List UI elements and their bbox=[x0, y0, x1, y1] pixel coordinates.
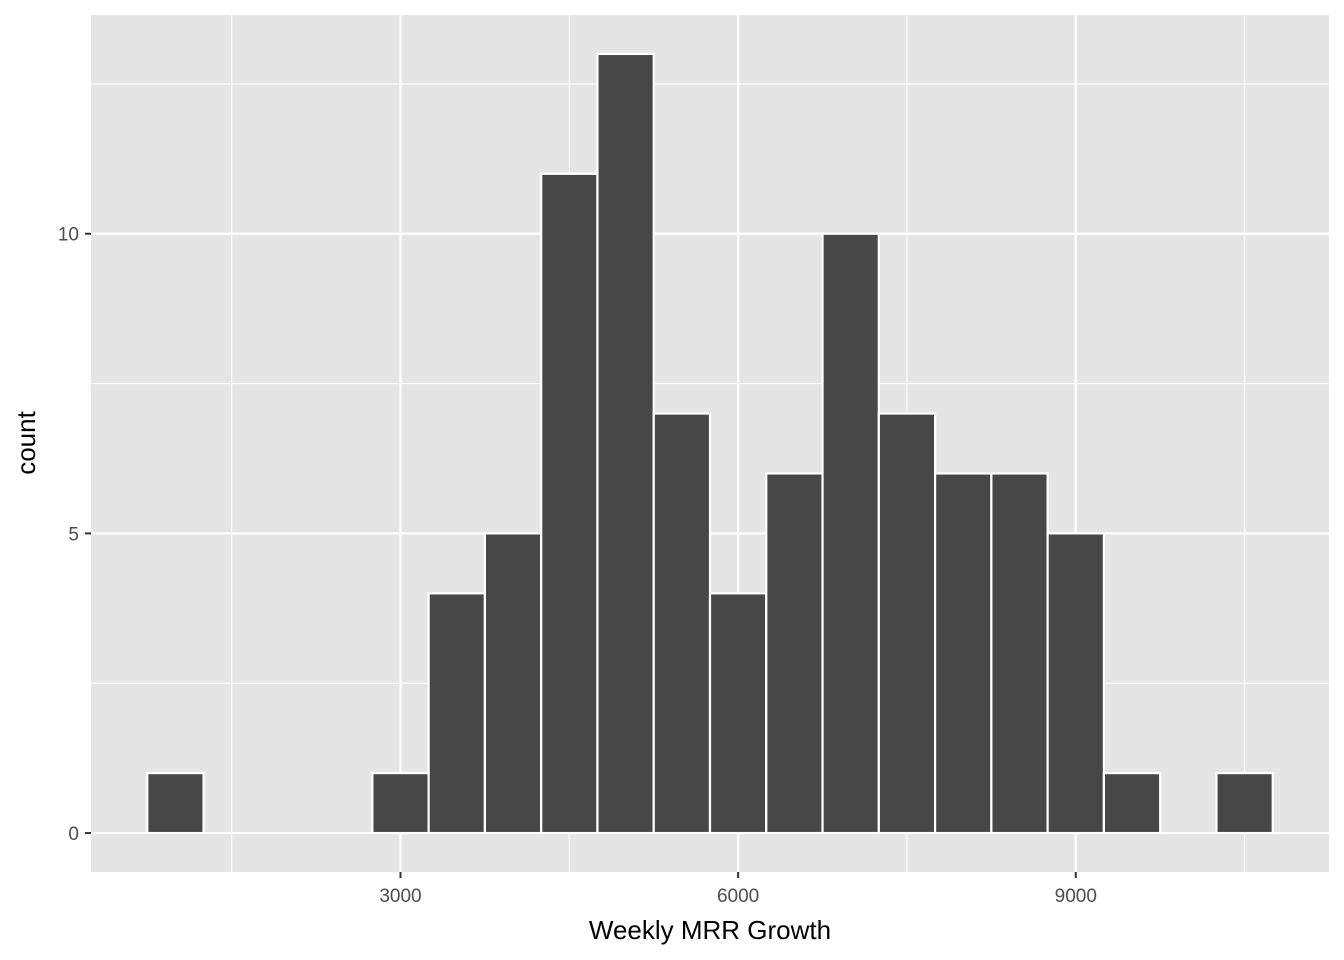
histogram-bar bbox=[596, 52, 655, 835]
histogram-bar bbox=[652, 412, 712, 835]
histogram-bar bbox=[765, 472, 824, 835]
histogram-bar bbox=[1215, 772, 1274, 835]
histogram-bar bbox=[990, 472, 1049, 835]
histogram-bar bbox=[1102, 772, 1162, 835]
y-tick-label: 5 bbox=[68, 524, 79, 545]
histogram-bar bbox=[371, 772, 430, 835]
histogram-bar bbox=[708, 592, 768, 835]
histogram-bar bbox=[146, 772, 205, 835]
x-tick-label: 3000 bbox=[379, 886, 421, 907]
y-tick-label: 0 bbox=[68, 824, 79, 845]
histogram-bar bbox=[540, 172, 599, 835]
y-tick-label: 10 bbox=[58, 225, 79, 246]
x-axis-title: Weekly MRR Growth bbox=[589, 915, 831, 945]
histogram-bar bbox=[427, 592, 487, 835]
x-tick-label: 9000 bbox=[1055, 886, 1097, 907]
x-axis-ticks: 3000 6000 9000 bbox=[379, 872, 1097, 907]
histogram-bar bbox=[1046, 532, 1106, 835]
histogram-bar bbox=[877, 412, 937, 835]
x-tick-label: 6000 bbox=[717, 886, 759, 907]
histogram-bar bbox=[933, 472, 993, 835]
y-axis-title: count bbox=[11, 410, 41, 474]
histogram-bar bbox=[483, 532, 543, 835]
histogram-bars bbox=[146, 52, 1274, 835]
histogram-bar bbox=[821, 232, 880, 835]
y-axis-ticks: 0 5 10 bbox=[58, 225, 91, 845]
